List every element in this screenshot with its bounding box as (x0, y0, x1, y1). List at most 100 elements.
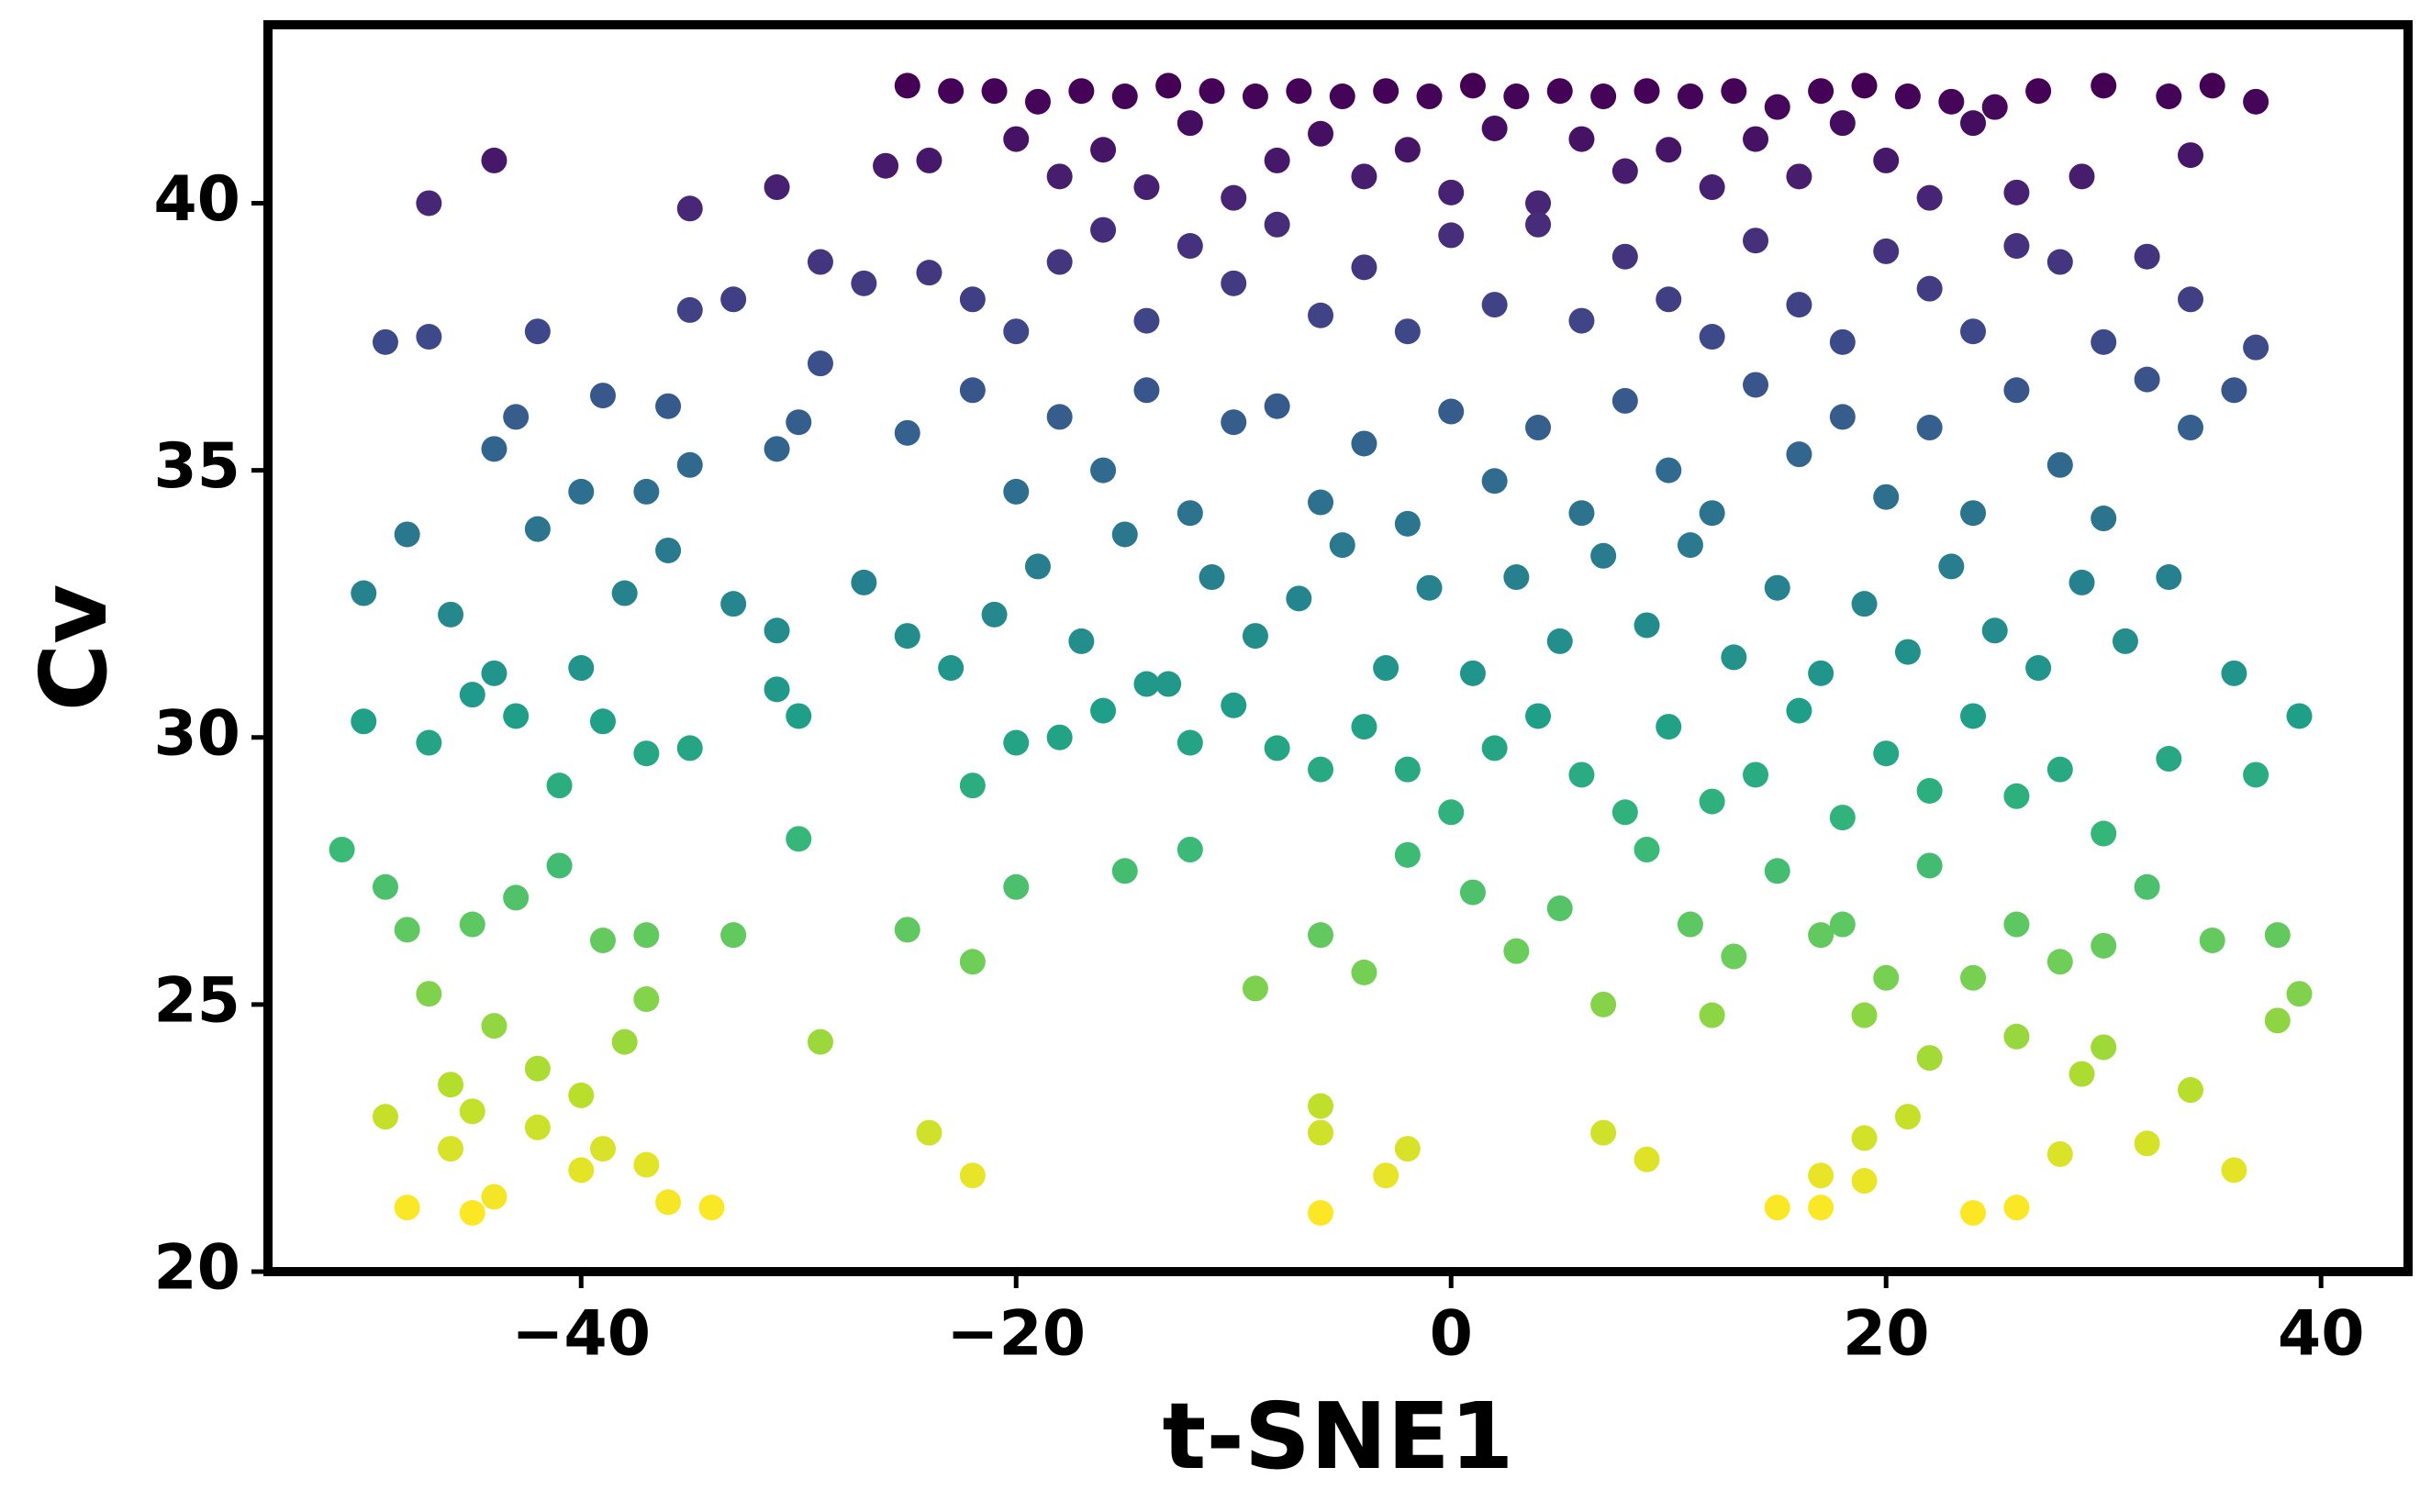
scatter-point (1503, 938, 1530, 964)
scatter-point (1873, 238, 1900, 264)
scatter-point (1481, 735, 1508, 762)
scatter-point (1829, 404, 1856, 430)
scatter-point (2046, 1140, 2073, 1167)
scatter-point (1590, 991, 1617, 1017)
scatter-point (1960, 318, 1987, 345)
scatter-point (503, 703, 530, 729)
scatter-point (655, 1189, 682, 1216)
scatter-point (1003, 478, 1030, 505)
scatter-point (2069, 1061, 2095, 1087)
scatter-point (2046, 249, 2073, 275)
scatter-point (1938, 88, 1965, 115)
scatter-point (894, 917, 920, 943)
scatter-point (372, 328, 398, 355)
scatter-point (851, 569, 877, 595)
scatter-point (2112, 628, 2138, 654)
y-axis-label: Cv (20, 584, 128, 712)
scatter-point (1394, 318, 1421, 345)
scatter-point (1351, 254, 1377, 281)
x-tick-label: −20 (946, 1298, 1086, 1371)
scatter-point (1308, 120, 1334, 147)
y-tick-label: 20 (153, 1232, 240, 1305)
scatter-point (1394, 137, 1421, 163)
scatter-point (633, 740, 660, 767)
scatter-point (1590, 83, 1617, 110)
scatter-point (676, 296, 703, 323)
scatter-point (1786, 292, 1812, 318)
scatter-point (1308, 302, 1334, 328)
scatter-point (916, 1119, 942, 1146)
scatter-point (589, 383, 616, 409)
scatter-point (1176, 233, 1203, 260)
scatter-point (416, 729, 442, 756)
scatter-point (1111, 858, 1138, 884)
scatter-point (1873, 484, 1900, 510)
scatter-point (1459, 72, 1486, 99)
scatter-point (459, 911, 485, 938)
scatter-point (1459, 660, 1486, 686)
scatter-point (1481, 292, 1508, 318)
scatter-point (589, 708, 616, 735)
scatter-point (1721, 78, 1747, 105)
y-tick-label: 40 (153, 163, 240, 236)
scatter-point (1503, 564, 1530, 591)
scatter-point (438, 1136, 464, 1162)
scatter-point (633, 922, 660, 949)
scatter-point (1308, 489, 1334, 516)
scatter-point (1068, 78, 1095, 105)
scatter-point (655, 537, 682, 563)
scatter-point (2221, 377, 2247, 404)
scatter-point (1373, 78, 1399, 105)
scatter-point (1743, 372, 1769, 398)
scatter-point (1133, 307, 1160, 334)
scatter-point (1634, 78, 1660, 105)
scatter-point (633, 986, 660, 1013)
scatter-point (1242, 83, 1268, 110)
scatter-point (503, 404, 530, 430)
scatter-point (1568, 307, 1595, 334)
scatter-point (2264, 922, 2291, 949)
scatter-point (1176, 500, 1203, 527)
scatter-point (1111, 83, 1138, 110)
scatter-point (2134, 1130, 2160, 1157)
scatter-point (2003, 377, 2030, 404)
scatter-point (1829, 110, 1856, 137)
scatter-point (959, 949, 986, 975)
scatter-point (1394, 1136, 1421, 1162)
scatter-point (1329, 83, 1355, 110)
scatter-point (1046, 724, 1073, 750)
scatter-point (1851, 1002, 1878, 1028)
scatter-point (1808, 922, 1834, 949)
scatter-point (894, 419, 920, 446)
scatter-point (1568, 762, 1595, 788)
scatter-point (1351, 163, 1377, 190)
scatter-point (1981, 617, 2008, 644)
scatter-point (1677, 83, 1703, 110)
scatter-point (546, 773, 573, 799)
y-tick-label: 35 (153, 430, 240, 503)
scatter-point (1851, 72, 1878, 99)
scatter-point (1199, 78, 1225, 105)
scatter-point (1764, 858, 1790, 884)
scatter-point (1155, 671, 1182, 697)
scatter-point (1808, 1195, 1834, 1221)
scatter-point (1656, 286, 1682, 313)
scatter-point (1786, 441, 1812, 468)
scatter-point (2046, 756, 2073, 783)
scatter-point (938, 655, 965, 682)
scatter-point (786, 703, 812, 729)
x-tick-label: 20 (1843, 1298, 1930, 1371)
scatter-point (2046, 451, 2073, 478)
scatter-point (568, 1157, 595, 1184)
scatter-point (1916, 777, 1943, 804)
scatter-point (2091, 1034, 2117, 1061)
y-tick-label: 30 (153, 697, 240, 770)
scatter-point (1611, 387, 1638, 414)
scatter-point (1503, 83, 1530, 110)
scatter-point (1960, 964, 1987, 991)
scatter-point (959, 1162, 986, 1189)
scatter-point (851, 270, 877, 296)
scatter-point (1394, 841, 1421, 868)
